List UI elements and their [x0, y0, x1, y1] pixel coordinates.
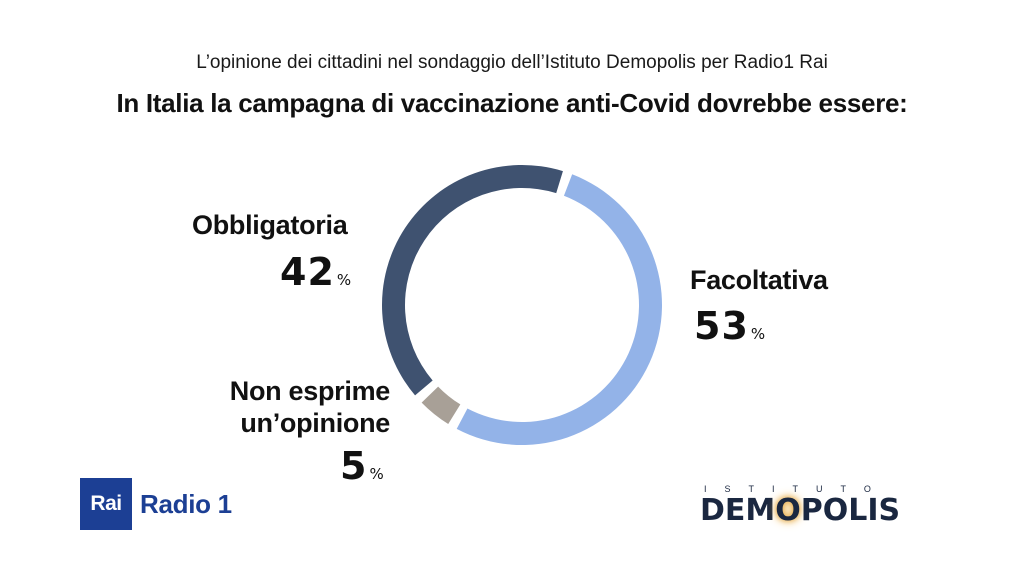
chart-title: In Italia la campagna di vaccinazione an… [116, 88, 908, 118]
value-obbligatoria-unit: % [336, 271, 352, 289]
value-non-esprime: 5% [340, 446, 384, 494]
label-facoltativa: Facoltativa [690, 265, 828, 295]
donut-slice-obbligatoria [381, 165, 563, 396]
label-non-esprime-line2: un’opinione [240, 408, 390, 438]
label-obbligatoria: Obbligatoria [192, 210, 348, 240]
demopolis-wordmark-o: O [775, 493, 801, 528]
demopolis-istituto-text: ISTITUTO [704, 484, 889, 494]
value-facoltativa: 53% [694, 306, 765, 354]
donut-slice-facoltativa [456, 174, 662, 445]
value-facoltativa-number: 53 [694, 304, 749, 348]
label-non-esprime: Non esprime un’opinione [225, 375, 391, 439]
rai-radio1-logo: Rai Radio 1 [80, 478, 232, 530]
donut-slice-non-esprime [421, 386, 461, 424]
value-non-esprime-number: 5 [340, 444, 368, 488]
chart-subtitle: L’opinione dei cittadini nel sondaggio d… [196, 52, 828, 73]
demopolis-wordmark-a: DEM [700, 493, 776, 528]
value-non-esprime-unit: % [369, 465, 384, 483]
label-non-esprime-line1: Non esprime [229, 376, 391, 406]
value-obbligatoria: 42% [280, 252, 351, 300]
rai-logo-box: Rai [80, 478, 132, 530]
demopolis-wordmark: DEMOPOLIS [700, 493, 942, 528]
value-obbligatoria-number: 42 [280, 250, 335, 294]
value-facoltativa-unit: % [750, 325, 766, 343]
demopolis-logo: ISTITUTO DEMOPOLIS [700, 484, 942, 528]
demopolis-wordmark-b: POLIS [800, 493, 901, 528]
radio1-wordmark: Radio 1 [140, 488, 232, 519]
